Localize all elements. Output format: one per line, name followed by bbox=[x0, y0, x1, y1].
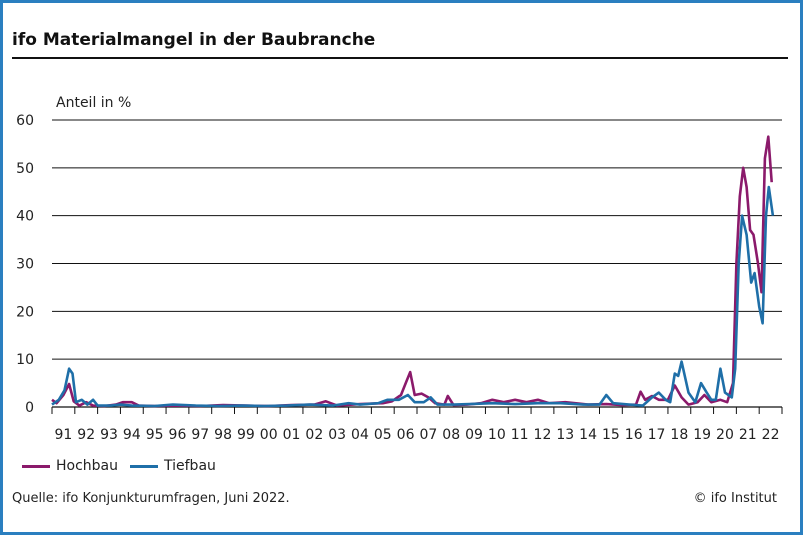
x-tick-label: 21 bbox=[739, 427, 757, 443]
x-tick-label: 12 bbox=[534, 427, 552, 443]
x-tick-label: 09 bbox=[465, 427, 483, 443]
legend-swatch bbox=[22, 464, 50, 468]
y-axis-label: Anteil in % bbox=[56, 95, 131, 111]
legend-swatch bbox=[130, 464, 158, 468]
y-tick-label: 40 bbox=[16, 209, 34, 225]
chart-title: ifo Materialmangel in der Baubranche bbox=[12, 30, 376, 50]
copyright: © ifo Institut bbox=[693, 491, 777, 506]
y-tick-label: 50 bbox=[16, 161, 34, 177]
x-tick-label: 03 bbox=[328, 427, 346, 443]
y-tick-label: 0 bbox=[25, 400, 34, 416]
x-tick-label: 93 bbox=[100, 427, 118, 443]
x-tick-label: 19 bbox=[693, 427, 711, 443]
x-tick-label: 00 bbox=[260, 427, 278, 443]
x-tick-label: 96 bbox=[169, 427, 187, 443]
x-tick-label: 07 bbox=[419, 427, 437, 443]
y-tick-label: 30 bbox=[16, 257, 34, 273]
x-tick-label: 22 bbox=[762, 427, 780, 443]
y-tick-label: 10 bbox=[16, 352, 34, 368]
x-tick-label: 08 bbox=[442, 427, 460, 443]
x-tick-label: 16 bbox=[625, 427, 643, 443]
x-tick-label: 20 bbox=[716, 427, 734, 443]
x-tick-label: 15 bbox=[602, 427, 620, 443]
title-rule bbox=[12, 57, 788, 59]
y-tick-label: 20 bbox=[16, 304, 34, 320]
x-tick-label: 10 bbox=[488, 427, 506, 443]
x-tick-label: 95 bbox=[146, 427, 164, 443]
series-line-tiefbau bbox=[51, 185, 775, 408]
x-tick-label: 94 bbox=[123, 427, 141, 443]
y-tick-label: 60 bbox=[16, 113, 34, 129]
x-tick-label: 11 bbox=[511, 427, 529, 443]
x-tick-label: 05 bbox=[374, 427, 392, 443]
legend-item-tiefbau: Tiefbau bbox=[130, 458, 216, 474]
legend-label: Hochbau bbox=[56, 458, 119, 474]
x-tick-label: 18 bbox=[670, 427, 688, 443]
legend-label: Tiefbau bbox=[164, 458, 216, 474]
series-line-hochbau bbox=[51, 135, 773, 408]
x-tick-label: 04 bbox=[351, 427, 369, 443]
x-tick-label: 92 bbox=[77, 427, 95, 443]
x-tick-label: 99 bbox=[237, 427, 255, 443]
source-note: Quelle: ifo Konjunkturumfragen, Juni 202… bbox=[12, 491, 290, 506]
x-tick-label: 06 bbox=[397, 427, 415, 443]
x-tick-label: 14 bbox=[579, 427, 597, 443]
x-tick-label: 01 bbox=[283, 427, 301, 443]
legend-item-hochbau: Hochbau bbox=[22, 458, 118, 474]
x-tick-label: 02 bbox=[305, 427, 323, 443]
x-tick-label: 91 bbox=[54, 427, 72, 443]
x-tick-label: 98 bbox=[214, 427, 232, 443]
x-tick-label: 13 bbox=[556, 427, 574, 443]
x-tick-label: 17 bbox=[648, 427, 666, 443]
x-tick-label: 97 bbox=[191, 427, 209, 443]
